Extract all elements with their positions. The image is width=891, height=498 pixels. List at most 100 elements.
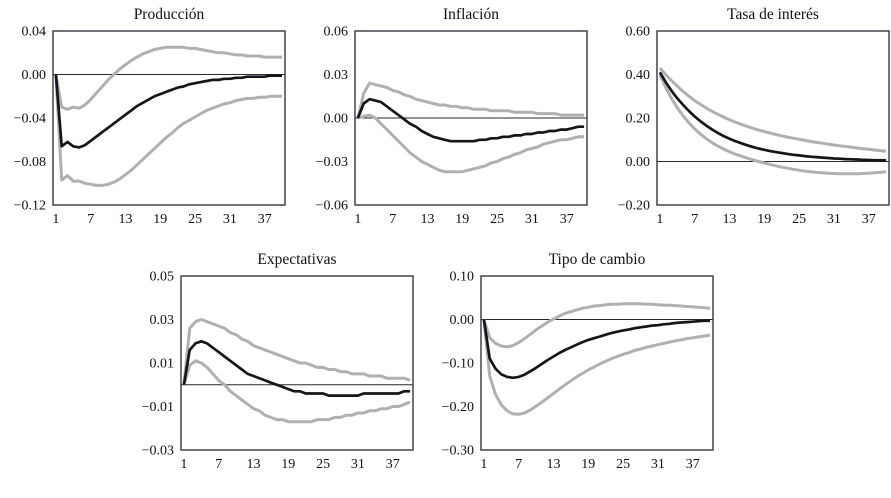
chart-panel-expectativas: Expectativas 0.05 0.03 0.01 −0.01 −0.03 1 7 13 1… — [135, 249, 419, 476]
x-tick-label: 7 — [389, 212, 396, 227]
y-tick-label: 0.60 — [626, 25, 651, 40]
x-tick-label: 1 — [656, 212, 663, 227]
upper-band-line — [182, 318, 411, 385]
response-line — [182, 339, 411, 397]
inflacion-plot-canvas: 0.06 0.03 0.00 −0.03 −0.06 1 7 13 19 25 31 37 — [316, 25, 588, 227]
x-tick-label: 31 — [651, 457, 665, 472]
x-tick-label: 31 — [351, 457, 365, 472]
y-tick-label: −0.06 — [316, 199, 348, 214]
y-tick-label: 0.04 — [22, 25, 47, 40]
x-tick-label: 13 — [421, 212, 435, 227]
y-tick-label: −0.03 — [316, 155, 348, 170]
x-tick-label: 25 — [316, 457, 330, 472]
x-tick-label: 1 — [52, 212, 59, 227]
inflacion-plot: 0.06 0.03 0.00 −0.03 −0.06 1 7 13 19 25 31 37 — [309, 25, 593, 231]
y-tick-label: 0.00 — [450, 313, 475, 328]
y-tick-label: 0.03 — [324, 68, 349, 83]
charts-row-top: Producción 0.04 0.00 −0.04 −0.08 −0.12 1 7 13 19… — [0, 4, 891, 231]
y-tick-label: 0.01 — [150, 357, 175, 372]
x-tick-label: 1 — [480, 457, 487, 472]
chart-title-expectativas: Expectativas — [257, 251, 337, 268]
x-tick-label: 31 — [525, 212, 539, 227]
chart-title-tasa-de-interes: Tasa de interés — [727, 6, 819, 23]
y-tick-label: 0.05 — [150, 270, 175, 285]
upper-band-line — [54, 45, 283, 111]
plot-frame — [52, 30, 286, 206]
lower-band-line — [54, 74, 283, 187]
x-tick-label: 7 — [215, 457, 222, 472]
expectativas-plot-canvas: 0.05 0.03 0.01 −0.01 −0.03 1 7 13 19 25 31 37 — [142, 270, 414, 472]
lower-band-line — [482, 319, 711, 416]
x-tick-label: 7 — [87, 212, 94, 227]
y-tick-label: 0.10 — [450, 270, 475, 285]
plot-frame — [656, 30, 890, 206]
y-tick-label: −0.04 — [14, 112, 46, 127]
charts-row-bottom: Expectativas 0.05 0.03 0.01 −0.01 −0.03 1 7 13 1… — [135, 249, 891, 476]
y-tick-label: 0.00 — [22, 68, 47, 83]
chart-title-tipo-de-cambio: Tipo de cambio — [548, 251, 646, 268]
x-tick-label: 13 — [723, 212, 737, 227]
y-tick-label: 0.06 — [324, 25, 349, 40]
chart-panel-produccion: Producción 0.04 0.00 −0.04 −0.08 −0.12 1 7 13 19… — [7, 4, 291, 231]
response-line — [482, 319, 711, 380]
x-tick-label: 19 — [581, 457, 595, 472]
chart-panel-tipo-de-cambio: Tipo de cambio 0.10 0.00 −0.10 −0.20 −0.30 1 7… — [435, 249, 719, 476]
y-tick-label: −0.08 — [14, 155, 46, 170]
plot-frame — [180, 275, 414, 451]
produccion-plot-canvas: 0.04 0.00 −0.04 −0.08 −0.12 1 7 13 19 25 31 37 — [14, 25, 286, 227]
chart-title-produccion: Producción — [133, 6, 205, 23]
x-tick-label: 19 — [281, 457, 295, 472]
y-tick-label: −0.01 — [142, 400, 174, 415]
x-tick-label: 13 — [119, 212, 133, 227]
plot-frame — [354, 30, 588, 206]
x-tick-label: 1 — [354, 212, 361, 227]
tasa-de-interes-plot: 0.60 0.40 0.20 0.00 −0.20 1 7 13 19 25 31 37 — [611, 25, 891, 231]
x-tick-label: 19 — [153, 212, 167, 227]
y-tick-label: −0.20 — [618, 199, 650, 214]
x-tick-label: 37 — [862, 212, 876, 227]
response-line — [658, 71, 887, 162]
expectativas-plot: 0.05 0.03 0.01 −0.01 −0.03 1 7 13 19 25 31 37 — [135, 270, 419, 476]
y-tick-label: −0.12 — [14, 199, 46, 214]
y-tick-label: 0.03 — [150, 313, 175, 328]
lower-band-line — [658, 74, 887, 176]
x-tick-label: 25 — [188, 212, 202, 227]
lower-band-line — [182, 359, 411, 424]
x-tick-label: 1 — [180, 457, 187, 472]
lower-band-line — [357, 113, 585, 174]
x-tick-label: 13 — [547, 457, 561, 472]
chart-panel-tasa-de-interes: Tasa de interés 0.60 0.40 0.20 0.00 −0.20 1 7 1… — [611, 4, 891, 231]
chart-panel-inflacion: Inflación 0.06 0.03 0.00 −0.03 −0.06 1 7 13 19 25… — [309, 4, 593, 231]
plot-frame — [480, 275, 714, 451]
x-tick-label: 7 — [515, 457, 522, 472]
upper-band-line — [482, 302, 711, 349]
y-tick-label: −0.03 — [142, 444, 174, 459]
y-tick-label: 0.40 — [626, 68, 651, 83]
x-tick-label: 37 — [560, 212, 574, 227]
x-tick-label: 37 — [686, 457, 700, 472]
x-tick-label: 37 — [258, 212, 272, 227]
y-tick-label: −0.30 — [442, 444, 474, 459]
tipo-de-cambio-plot-canvas: 0.10 0.00 −0.10 −0.20 −0.30 1 7 13 19 25 31 37 — [442, 270, 714, 472]
y-tick-label: −0.10 — [442, 357, 474, 372]
x-tick-label: 31 — [223, 212, 237, 227]
produccion-plot: 0.04 0.00 −0.04 −0.08 −0.12 1 7 13 19 25 31 37 — [7, 25, 291, 231]
x-tick-label: 25 — [616, 457, 630, 472]
response-line — [54, 74, 283, 149]
x-tick-label: 7 — [691, 212, 698, 227]
x-tick-label: 31 — [827, 212, 841, 227]
x-tick-label: 19 — [455, 212, 469, 227]
y-tick-label: 0.00 — [324, 112, 349, 127]
y-tick-label: 0.00 — [626, 155, 651, 170]
x-tick-label: 19 — [757, 212, 771, 227]
upper-band-line — [658, 67, 887, 153]
x-tick-label: 37 — [386, 457, 400, 472]
upper-band-line — [356, 81, 585, 119]
x-tick-label: 25 — [490, 212, 504, 227]
y-tick-label: 0.20 — [626, 112, 651, 127]
tipo-de-cambio-plot: 0.10 0.00 −0.10 −0.20 −0.30 1 7 13 19 25 31 37 — [435, 270, 719, 476]
tasa-de-interes-plot-canvas: 0.60 0.40 0.20 0.00 −0.20 1 7 13 19 25 31 37 — [618, 25, 890, 227]
chart-title-inflacion: Inflación — [443, 6, 499, 23]
x-tick-label: 25 — [792, 212, 806, 227]
x-tick-label: 13 — [247, 457, 261, 472]
